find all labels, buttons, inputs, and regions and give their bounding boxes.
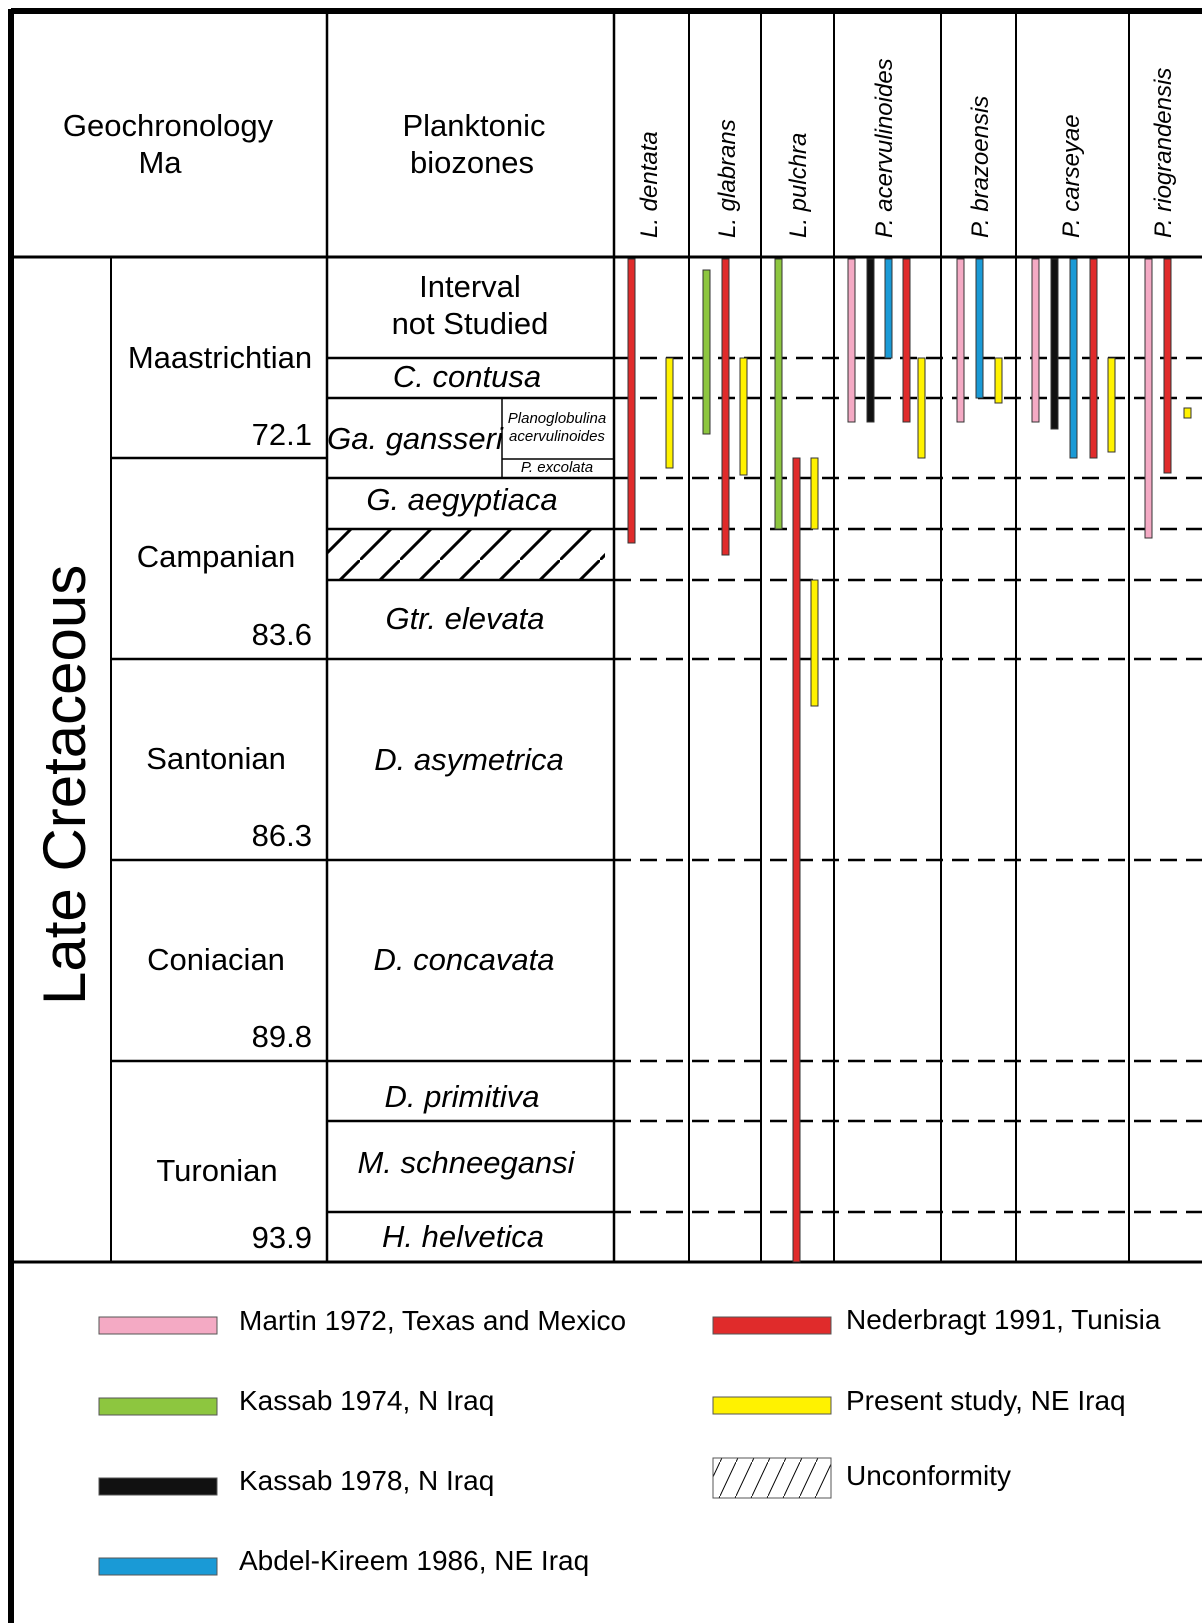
legend-swatch xyxy=(98,1316,218,1335)
legend-item-kassab1974: Kassab 1974, N Iraq xyxy=(98,1385,494,1416)
range-bar-present xyxy=(739,357,748,476)
range-bar-kassab1978 xyxy=(1050,258,1059,430)
legend-item-martin: Martin 1972, Texas and Mexico xyxy=(98,1305,626,1336)
legend-label: Present study, NE Iraq xyxy=(846,1385,1126,1416)
range-bar-nederbragt xyxy=(627,258,636,544)
legend-label: Martin 1972, Texas and Mexico xyxy=(239,1305,626,1336)
biozone-label: C. contusa xyxy=(393,359,541,394)
stage-age: 89.8 xyxy=(252,1019,312,1054)
species-header: P. brazoensis xyxy=(967,96,994,238)
species-header: P. acervulinoides xyxy=(871,58,898,238)
species-header: P. riograndensis xyxy=(1150,68,1177,238)
subzone-label: Planoglobulina xyxy=(508,410,606,427)
species-header: L. pulchra xyxy=(785,133,812,238)
range-bars xyxy=(627,258,1192,1263)
era-label: Late Cretaceous xyxy=(31,565,98,1005)
range-bar-kassab1978 xyxy=(866,258,875,423)
biozone-label: not Studied xyxy=(392,306,549,341)
unconformity-hatch xyxy=(328,530,605,580)
range-bar-martin xyxy=(956,258,965,423)
range-bar-martin xyxy=(1031,258,1040,423)
legend-swatch xyxy=(98,1557,218,1576)
stage-age: 93.9 xyxy=(252,1220,312,1255)
biozone-label: Ga. gansseri xyxy=(327,421,504,456)
header-biozones-line1: Planktonic xyxy=(402,108,545,143)
stage-age: 72.1 xyxy=(252,417,312,452)
legend-item-present: Present study, NE Iraq xyxy=(712,1385,1126,1416)
range-bar-present xyxy=(810,579,819,707)
header-biozones-line2: biozones xyxy=(410,145,534,180)
range-bar-abdel xyxy=(975,258,984,399)
species-header: P. carseyae xyxy=(1058,114,1085,238)
stage-name: Campanian xyxy=(137,539,296,574)
header-geochronology-line2: Ma xyxy=(138,145,182,180)
range-bar-present xyxy=(1183,407,1192,419)
legend-item-unconformity: Unconformity xyxy=(712,1457,1011,1499)
biozone-label: D. concavata xyxy=(374,942,555,977)
species-header: L. glabrans xyxy=(714,119,741,238)
range-bar-present xyxy=(665,357,674,469)
range-bar-martin xyxy=(847,258,856,423)
range-bar-nederbragt xyxy=(1089,258,1098,459)
biozone-label: M. schneegansi xyxy=(357,1145,575,1180)
biozone-label: H. helvetica xyxy=(382,1219,544,1254)
range-bar-abdel xyxy=(1069,258,1078,459)
range-bar-present xyxy=(917,357,926,459)
biozone-label: G. aegyptiaca xyxy=(366,482,557,517)
legend: Martin 1972, Texas and Mexico Kassab 197… xyxy=(98,1304,1161,1576)
legend-label: Kassab 1978, N Iraq xyxy=(239,1465,494,1496)
range-bar-present xyxy=(994,357,1003,404)
legend-swatch xyxy=(712,1396,832,1415)
legend-swatch-hatch xyxy=(712,1457,832,1499)
subzone-label: acervulinoides xyxy=(509,428,605,445)
legend-swatch xyxy=(712,1316,832,1335)
grid xyxy=(8,8,1202,1623)
stages: Maastrichtian 72.1 Campanian 83.6 Santon… xyxy=(128,340,312,1255)
legend-label: Abdel-Kireem 1986, NE Iraq xyxy=(239,1545,589,1576)
stage-name: Maastrichtian xyxy=(128,340,312,375)
range-bar-nederbragt xyxy=(792,457,801,1263)
legend-swatch xyxy=(98,1477,218,1496)
range-bar-nederbragt xyxy=(721,258,730,556)
dashed-boundaries xyxy=(614,356,1202,1214)
biozone-label: Gtr. elevata xyxy=(385,601,544,636)
range-bar-kassab1974 xyxy=(774,258,783,530)
legend-item-abdel: Abdel-Kireem 1986, NE Iraq xyxy=(98,1545,589,1576)
legend-label: Kassab 1974, N Iraq xyxy=(239,1385,494,1416)
legend-swatch xyxy=(98,1397,218,1416)
range-bar-nederbragt xyxy=(1163,258,1172,474)
range-bar-martin xyxy=(1144,258,1153,539)
subzone-label: P. excolata xyxy=(521,459,593,476)
species-headers: L. dentata L. glabrans L. pulchra P. ace… xyxy=(636,58,1177,238)
stage-name: Santonian xyxy=(146,741,286,776)
legend-label: Unconformity xyxy=(846,1460,1011,1491)
range-bar-present xyxy=(1107,357,1116,453)
range-bar-abdel xyxy=(884,258,893,359)
biozone-label: Interval xyxy=(419,269,521,304)
legend-label: Nederbragt 1991, Tunisia xyxy=(846,1304,1161,1335)
legend-item-kassab1978: Kassab 1978, N Iraq xyxy=(98,1465,494,1496)
stage-name: Coniacian xyxy=(147,942,285,977)
stage-age: 83.6 xyxy=(252,617,312,652)
range-bar-present xyxy=(810,457,819,530)
biozone-label: D. primitiva xyxy=(384,1079,539,1114)
biozone-label: D. asymetrica xyxy=(374,742,563,777)
legend-item-nederbragt: Nederbragt 1991, Tunisia xyxy=(712,1304,1161,1335)
stage-name: Turonian xyxy=(156,1153,277,1188)
biozones: Interval not Studied C. contusa Ga. gans… xyxy=(327,269,606,1254)
range-bar-nederbragt xyxy=(902,258,911,423)
species-header: L. dentata xyxy=(636,131,663,238)
stage-age: 86.3 xyxy=(252,818,312,853)
header-geochronology-line1: Geochronology xyxy=(63,108,274,143)
range-bar-kassab1974 xyxy=(702,269,711,435)
